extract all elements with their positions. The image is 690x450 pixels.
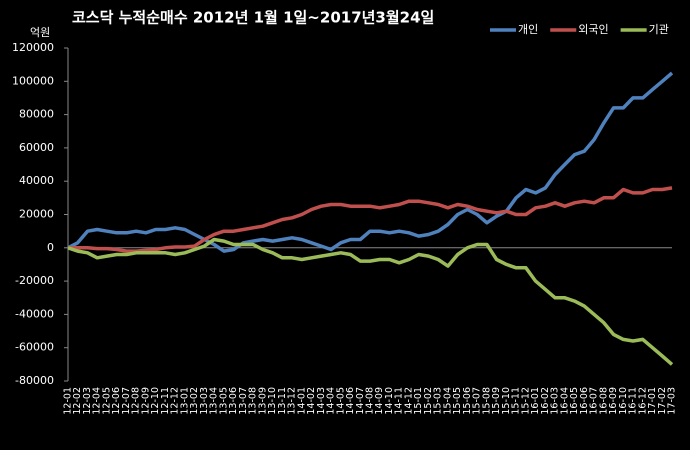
x-tick-label: 13-06	[228, 387, 239, 415]
y-tick-label: 40000	[19, 174, 54, 187]
x-tick-label: 15-08	[481, 387, 492, 415]
series-line	[67, 237, 674, 366]
y-tick-label: 120000	[12, 41, 54, 54]
chart-title: 코스닥 누적순매수 2012년 1월 1일~2017년3월24일	[72, 9, 434, 27]
x-tick-label: 13-01	[179, 387, 190, 415]
x-tick-label: 16-09	[608, 387, 619, 415]
x-tick-label: 16-03	[550, 387, 561, 415]
legend-label: 외국인	[578, 23, 608, 36]
y-axis-label: 억원	[30, 26, 50, 39]
x-tick-label: 12-03	[82, 387, 93, 415]
x-tick-label: 14-11	[394, 387, 405, 415]
x-tick-label: 16-07	[589, 387, 600, 415]
x-tick-label: 15-12	[520, 387, 531, 415]
x-tick-label: 14-10	[384, 387, 395, 415]
x-tick-label: 13-03	[199, 387, 210, 415]
x-tick-label: 17-03	[667, 387, 678, 415]
x-tick-label: 16-10	[618, 387, 629, 415]
x-tick-label: 12-12	[170, 387, 181, 415]
x-tick-label: 14-08	[365, 387, 376, 415]
x-tick-label: 13-10	[267, 387, 278, 415]
x-tick-label: 16-05	[569, 387, 580, 415]
x-tick-label: 13-09	[257, 387, 268, 415]
x-tick-label: 13-11	[277, 387, 288, 415]
x-tick-label: 12-04	[92, 387, 103, 415]
x-tick-label: 16-02	[540, 387, 551, 415]
x-tick-label: 16-04	[559, 387, 570, 415]
y-tick-label: -20000	[15, 274, 54, 287]
y-tick-label: 100000	[12, 74, 54, 87]
legend-label: 기관	[649, 23, 669, 36]
x-tick-label: 14-12	[403, 387, 414, 415]
x-tick-label: 15-06	[462, 387, 473, 415]
x-tick-label: 14-07	[355, 387, 366, 415]
legend-label: 개인	[518, 23, 538, 36]
y-tick-label: -80000	[15, 374, 54, 387]
x-tick-label: 16-01	[530, 387, 541, 415]
x-tick-label: 15-05	[452, 387, 463, 415]
x-tick-label: 15-10	[501, 387, 512, 415]
x-tick-label: 15-11	[511, 387, 522, 415]
x-tick-label: 12-06	[111, 387, 122, 415]
x-tick-label: 16-06	[579, 387, 590, 415]
x-tick-label: 17-01	[647, 387, 658, 415]
x-tick-label: 12-11	[160, 387, 171, 415]
x-tick-label: 13-05	[218, 387, 229, 415]
x-tick-label: 14-06	[345, 387, 356, 415]
x-tick-label: 14-05	[335, 387, 346, 415]
x-tick-label: 14-01	[296, 387, 307, 415]
series-line	[68, 186, 673, 253]
x-tick-label: 14-02	[306, 387, 317, 415]
y-tick-label: 60000	[19, 141, 54, 154]
x-tick-label: 14-03	[316, 387, 327, 415]
x-tick-label: 15-04	[442, 387, 453, 415]
series-line	[67, 71, 674, 253]
x-tick-label: 15-09	[491, 387, 502, 415]
x-tick-label: 13-04	[209, 387, 220, 415]
x-tick-label: 15-01	[413, 387, 424, 415]
x-tick-label: 13-12	[287, 387, 298, 415]
x-tick-label: 14-04	[326, 387, 337, 415]
x-tick-label: 15-07	[472, 387, 483, 415]
x-tick-label: 16-12	[637, 387, 648, 415]
y-tick-label: 80000	[19, 108, 54, 121]
y-tick-label: 0	[47, 241, 54, 254]
y-tick-label: 20000	[19, 208, 54, 221]
x-tick-label: 13-07	[238, 387, 249, 415]
x-tick-label: 15-03	[433, 387, 444, 415]
x-tick-label: 12-08	[131, 387, 142, 415]
x-tick-label: 13-08	[248, 387, 259, 415]
x-tick-label: 16-11	[628, 387, 639, 415]
x-tick-label: 12-07	[121, 387, 132, 415]
x-tick-label: 14-09	[374, 387, 385, 415]
x-tick-label: 12-10	[150, 387, 161, 415]
x-tick-label: 12-01	[63, 387, 74, 415]
x-tick-label: 13-02	[189, 387, 200, 415]
y-tick-label: -60000	[15, 341, 54, 354]
x-tick-label: 12-09	[140, 387, 151, 415]
x-tick-label: 15-02	[423, 387, 434, 415]
x-tick-label: 12-02	[72, 387, 83, 415]
y-tick-label: -40000	[15, 307, 54, 320]
x-tick-label: 16-08	[598, 387, 609, 415]
x-tick-label: 17-02	[657, 387, 668, 415]
x-tick-label: 12-05	[101, 387, 112, 415]
